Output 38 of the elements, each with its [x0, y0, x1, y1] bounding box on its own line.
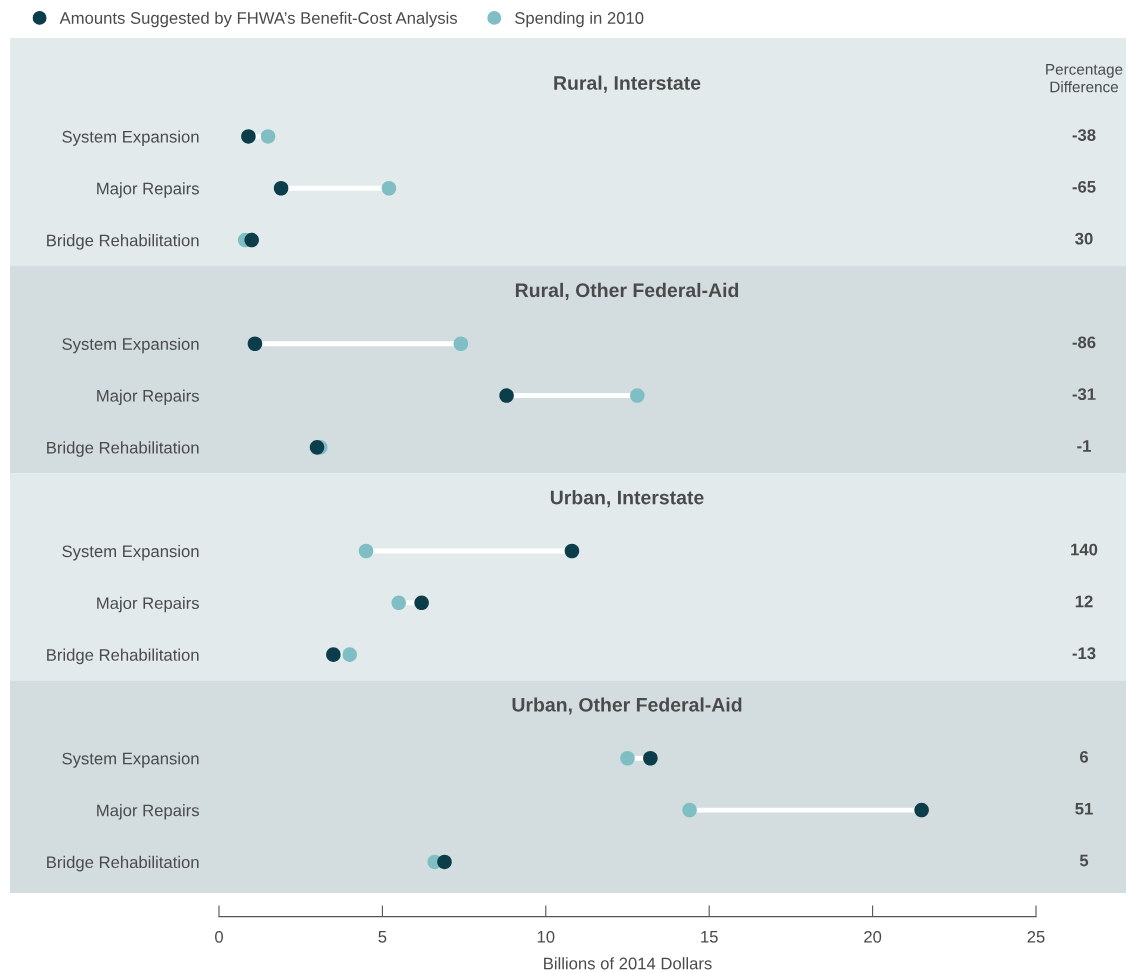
x-tick-label: 25: [1027, 930, 1045, 943]
text: 140: [1071, 543, 1098, 556]
text: 51: [1075, 802, 1093, 815]
text: 5: [1079, 854, 1089, 867]
legend-label: Amounts Suggested by FHWA’s Benefit-Cost Analysis: [59, 11, 458, 28]
y-tick-label: System Expansion: [62, 752, 199, 768]
text: -86: [1072, 336, 1096, 349]
y-tick-label: Bridge Rehabilitation: [47, 855, 199, 872]
annotation: Rural, Interstate: [554, 75, 701, 93]
annotation: Urban, Other Federal-Aid: [512, 697, 742, 715]
x-tick-label: 0: [215, 930, 223, 943]
y-tick-label: Major Repairs: [97, 182, 199, 198]
text: -13: [1072, 647, 1096, 660]
x-axis-title: Billions of 2014 Dollars: [544, 957, 712, 970]
text: -1: [1077, 440, 1091, 452]
y-tick-label: Bridge Rehabilitation: [47, 234, 199, 250]
text: 30: [1075, 232, 1093, 245]
y-tick-label: System Expansion: [62, 130, 199, 146]
y-tick-label: System Expansion: [62, 544, 199, 561]
x-tick-label: 10: [537, 930, 555, 943]
x-tick-label: 15: [701, 931, 718, 943]
annotation: Urban, Interstate: [550, 490, 704, 508]
text: -38: [1072, 129, 1096, 141]
annotation: Rural, Other Federal-Aid: [515, 282, 739, 300]
text: Percentage Difference: [1046, 64, 1123, 93]
text: 12: [1075, 595, 1093, 608]
x-tick-label: 5: [378, 931, 387, 943]
y-tick-label: System Expansion: [62, 337, 199, 354]
text: 6: [1079, 750, 1089, 763]
y-tick-label: Major Repairs: [97, 596, 199, 613]
y-tick-label: Bridge Rehabilitation: [47, 648, 199, 665]
text: -65: [1072, 180, 1096, 193]
x-tick-label: 20: [864, 930, 882, 943]
y-tick-label: Major Repairs: [97, 804, 199, 820]
y-tick-label: Major Repairs: [97, 389, 199, 406]
y-tick-label: Bridge Rehabilitation: [47, 441, 199, 457]
legend-label: Spending in 2010: [515, 11, 644, 28]
text: -31: [1072, 388, 1096, 401]
